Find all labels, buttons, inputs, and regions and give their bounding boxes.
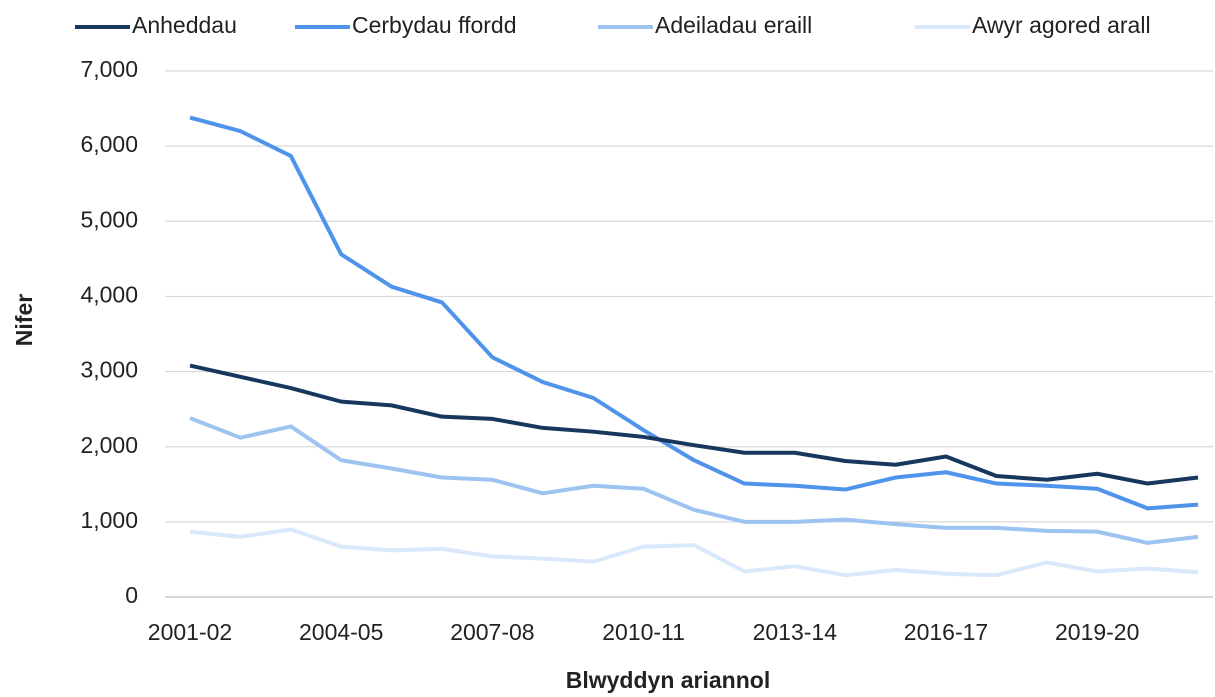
series-line [189, 115, 1199, 511]
y-tick-label: 7,000 [80, 56, 138, 82]
y-tick-label: 2,000 [80, 432, 138, 458]
y-tick-label: 1,000 [80, 507, 138, 533]
legend-label: Adeiladau eraill [655, 12, 812, 38]
legend-label: Awyr agored arall [972, 12, 1151, 38]
x-tick-label: 2013-14 [753, 619, 838, 645]
x-tick-label: 2016-17 [904, 619, 988, 645]
x-tick-label: 2004-05 [299, 619, 383, 645]
y-tick-label: 3,000 [80, 357, 138, 383]
y-tick-label: 5,000 [80, 206, 138, 232]
series-line [189, 527, 1199, 578]
legend-label: Anheddau [132, 12, 237, 38]
y-tick-label: 4,000 [80, 282, 138, 308]
series-line [189, 416, 1199, 545]
series-line [189, 363, 1199, 486]
x-tick-label: 2019-20 [1055, 619, 1139, 645]
y-axis-label: Nifer [11, 294, 37, 346]
legend-label: Cerbydau ffordd [352, 12, 517, 38]
x-tick-label: 2001-02 [148, 619, 232, 645]
y-tick-label: 6,000 [80, 131, 138, 157]
x-tick-label: 2007-08 [450, 619, 534, 645]
x-axis-label: Blwyddyn ariannol [566, 667, 770, 693]
x-tick-label: 2010-11 [602, 619, 685, 645]
y-tick-label: 0 [125, 582, 138, 608]
